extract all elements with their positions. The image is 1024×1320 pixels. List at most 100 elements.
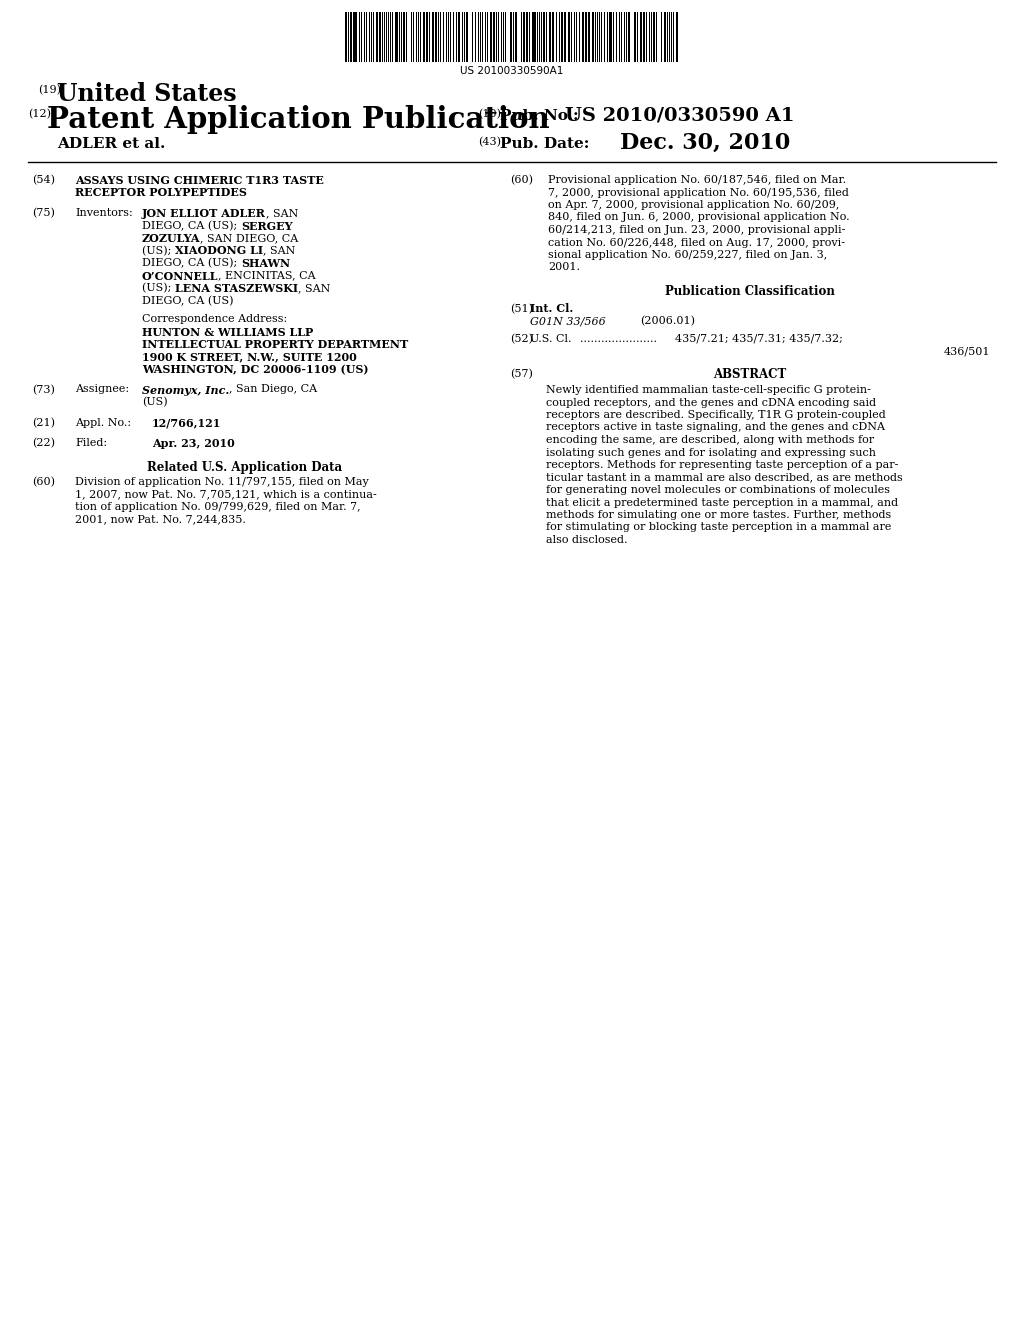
Bar	[403, 12, 406, 62]
Text: (52): (52)	[510, 334, 534, 343]
Text: (73): (73)	[32, 384, 55, 395]
Bar	[588, 12, 590, 62]
Text: 435/7.21; 435/7.31; 435/7.32;: 435/7.21; 435/7.31; 435/7.32;	[675, 334, 843, 343]
Text: Appl. No.:: Appl. No.:	[75, 417, 131, 428]
Bar	[628, 12, 630, 62]
Text: for generating novel molecules or combinations of molecules: for generating novel molecules or combin…	[546, 484, 890, 495]
Bar	[664, 12, 666, 62]
Text: 436/501: 436/501	[943, 346, 990, 356]
Text: for stimulating or blocking taste perception in a mammal are: for stimulating or blocking taste percep…	[546, 523, 891, 532]
Text: , SAN DIEGO, CA: , SAN DIEGO, CA	[201, 234, 299, 243]
Text: DIEGO, CA (US): DIEGO, CA (US)	[142, 296, 233, 306]
Text: Correspondence Address:: Correspondence Address:	[142, 314, 288, 323]
Bar	[585, 12, 587, 62]
Bar	[426, 12, 428, 62]
Text: Division of application No. 11/797,155, filed on May: Division of application No. 11/797,155, …	[75, 477, 369, 487]
Text: methods for simulating one or more tastes. Further, methods: methods for simulating one or more taste…	[546, 510, 891, 520]
Bar	[376, 12, 378, 62]
Text: (51): (51)	[510, 304, 534, 314]
Text: ABSTRACT: ABSTRACT	[714, 368, 786, 381]
Text: Int. Cl.: Int. Cl.	[530, 304, 573, 314]
Bar	[423, 12, 425, 62]
Bar	[549, 12, 551, 62]
Bar	[653, 12, 655, 62]
Bar	[345, 12, 347, 62]
Bar	[510, 12, 512, 62]
Text: , San Diego, CA: , San Diego, CA	[229, 384, 317, 395]
Bar	[582, 12, 584, 62]
Text: US 2010/0330590 A1: US 2010/0330590 A1	[565, 106, 795, 124]
Bar	[561, 12, 563, 62]
Bar	[568, 12, 570, 62]
Text: (2006.01): (2006.01)	[640, 315, 695, 326]
Text: (19): (19)	[38, 84, 61, 95]
Bar	[564, 12, 566, 62]
Text: Dec. 30, 2010: Dec. 30, 2010	[620, 132, 791, 154]
Bar	[643, 12, 645, 62]
Text: cation No. 60/226,448, filed on Aug. 17, 2000, provi-: cation No. 60/226,448, filed on Aug. 17,…	[548, 238, 845, 248]
Text: 1900 K STREET, N.W., SUITE 1200: 1900 K STREET, N.W., SUITE 1200	[142, 351, 356, 363]
Text: , SAN: , SAN	[298, 282, 331, 293]
Text: , ENCINITAS, CA: , ENCINITAS, CA	[218, 271, 316, 281]
Text: (12): (12)	[28, 110, 51, 119]
Text: Publication Classification: Publication Classification	[665, 285, 835, 298]
Text: SHAWN: SHAWN	[241, 257, 290, 269]
Text: Provisional application No. 60/187,546, filed on Mar.: Provisional application No. 60/187,546, …	[548, 176, 846, 185]
Text: (75): (75)	[32, 209, 55, 218]
Bar	[523, 12, 525, 62]
Text: Patent Application Publication: Patent Application Publication	[47, 106, 550, 135]
Text: Assignee:: Assignee:	[75, 384, 129, 395]
Bar	[552, 12, 554, 62]
Text: , SAN: , SAN	[263, 246, 295, 256]
Text: Senomyx, Inc.: Senomyx, Inc.	[142, 384, 229, 396]
Text: (US);: (US);	[142, 282, 175, 293]
Text: (10): (10)	[478, 110, 501, 119]
Text: coupled receptors, and the genes and cDNA encoding said: coupled receptors, and the genes and cDN…	[546, 397, 877, 408]
Text: (60): (60)	[32, 477, 55, 487]
Bar	[640, 12, 642, 62]
Bar	[379, 12, 381, 62]
Bar	[609, 12, 612, 62]
Bar	[353, 12, 357, 62]
Text: ......................: ......................	[580, 334, 657, 343]
Text: (60): (60)	[510, 176, 534, 185]
Text: Inventors:: Inventors:	[75, 209, 133, 218]
Text: encoding the same, are described, along with methods for: encoding the same, are described, along …	[546, 436, 874, 445]
Text: DIEGO, CA (US);: DIEGO, CA (US);	[142, 220, 241, 231]
Text: JON ELLIOT ADLER: JON ELLIOT ADLER	[142, 209, 266, 219]
Text: also disclosed.: also disclosed.	[546, 535, 628, 545]
Bar	[466, 12, 468, 62]
Text: (57): (57)	[510, 368, 532, 379]
Text: isolating such genes and for isolating and expressing such: isolating such genes and for isolating a…	[546, 447, 876, 458]
Text: (22): (22)	[32, 438, 55, 449]
Text: ticular tastant in a mammal are also described, as are methods: ticular tastant in a mammal are also des…	[546, 473, 903, 483]
Text: 12/766,121: 12/766,121	[152, 417, 221, 429]
Text: Pub. Date:: Pub. Date:	[500, 137, 590, 150]
Text: (43): (43)	[478, 137, 501, 148]
Text: (21): (21)	[32, 417, 55, 428]
Text: 840, filed on Jun. 6, 2000, provisional application No.: 840, filed on Jun. 6, 2000, provisional …	[548, 213, 850, 223]
Text: 1, 2007, now Pat. No. 7,705,121, which is a continua-: 1, 2007, now Pat. No. 7,705,121, which i…	[75, 490, 377, 499]
Text: that elicit a predetermined taste perception in a mammal, and: that elicit a predetermined taste percep…	[546, 498, 898, 507]
Text: RECEPTOR POLYPEPTIDES: RECEPTOR POLYPEPTIDES	[75, 187, 247, 198]
Text: receptors are described. Specifically, T1R G protein-coupled: receptors are described. Specifically, T…	[546, 411, 886, 420]
Bar	[676, 12, 678, 62]
Text: G01N 33/566: G01N 33/566	[530, 315, 606, 326]
Text: Filed:: Filed:	[75, 438, 108, 447]
Text: (US);: (US);	[142, 246, 175, 256]
Text: 2001.: 2001.	[548, 263, 580, 272]
Text: WASHINGTON, DC 20006-1109 (US): WASHINGTON, DC 20006-1109 (US)	[142, 364, 369, 375]
Bar	[493, 12, 495, 62]
Bar	[592, 12, 594, 62]
Bar	[350, 12, 352, 62]
Bar	[532, 12, 536, 62]
Text: SERGEY: SERGEY	[241, 220, 293, 231]
Text: (US): (US)	[142, 397, 168, 408]
Text: ADLER et al.: ADLER et al.	[57, 137, 165, 150]
Text: LENA STASZEWSKI: LENA STASZEWSKI	[175, 282, 298, 294]
Text: Related U.S. Application Data: Related U.S. Application Data	[147, 461, 343, 474]
Text: ASSAYS USING CHIMERIC T1R3 TASTE: ASSAYS USING CHIMERIC T1R3 TASTE	[75, 176, 324, 186]
Text: 60/214,213, filed on Jun. 23, 2000, provisional appli-: 60/214,213, filed on Jun. 23, 2000, prov…	[548, 224, 846, 235]
Text: United States: United States	[57, 82, 237, 106]
Bar	[634, 12, 636, 62]
